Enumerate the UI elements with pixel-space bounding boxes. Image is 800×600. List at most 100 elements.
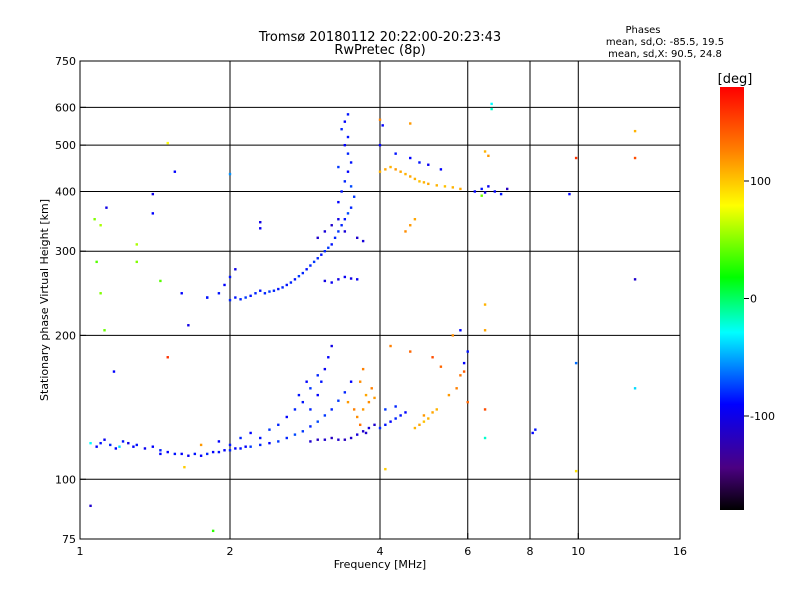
data-point: [418, 161, 421, 164]
data-point: [132, 445, 135, 448]
data-point: [281, 286, 284, 289]
data-point: [483, 329, 487, 332]
data-point: [427, 182, 430, 186]
data-point: [447, 393, 451, 397]
data-point: [301, 400, 305, 404]
data-point: [330, 344, 333, 348]
data-point: [364, 393, 368, 397]
data-point: [228, 172, 232, 176]
y-tick-label: 200: [55, 329, 76, 342]
data-point: [352, 195, 356, 198]
data-point: [277, 287, 280, 291]
data-point: [151, 212, 155, 215]
data-point: [413, 426, 417, 430]
data-point: [234, 296, 237, 299]
data-point: [323, 230, 327, 233]
data-point: [435, 408, 438, 411]
data-point: [249, 294, 252, 298]
data-point: [487, 154, 490, 158]
data-point: [633, 129, 637, 133]
legend-title: Phases: [625, 25, 660, 36]
data-point: [378, 426, 382, 430]
data-point: [337, 278, 340, 281]
data-point: [346, 400, 350, 404]
data-point: [228, 443, 232, 447]
data-point: [199, 454, 203, 457]
data-point: [487, 185, 490, 188]
data-point: [239, 436, 242, 440]
data-point: [95, 445, 98, 448]
data-point: [574, 156, 578, 160]
data-point: [99, 224, 102, 227]
data-point: [399, 170, 402, 173]
data-point: [413, 177, 417, 181]
data-point: [361, 430, 365, 433]
data-point: [343, 438, 347, 441]
data-point: [418, 180, 421, 183]
colorbar-tick-label: 0: [750, 293, 757, 306]
data-point: [289, 281, 293, 284]
data-point: [166, 356, 169, 359]
data-point: [118, 445, 121, 448]
x-tick-label: 10: [571, 545, 585, 558]
data-point: [309, 387, 312, 390]
data-point: [330, 436, 333, 440]
data-point: [173, 452, 177, 456]
x-axis-label: Frequency [MHz]: [334, 558, 426, 571]
data-point: [404, 230, 407, 233]
data-point: [223, 283, 226, 287]
axes: 1 2 4 6 8 10 16 75 100 200 300 400 500 600 750: [55, 55, 687, 558]
data-point: [466, 350, 469, 353]
data-point: [323, 367, 327, 371]
data-point: [309, 440, 312, 443]
data-point: [330, 224, 333, 227]
data-point: [349, 185, 353, 188]
data-point: [293, 408, 297, 411]
data-point: [312, 260, 316, 264]
data-point: [323, 250, 327, 253]
data-point: [389, 344, 392, 348]
data-point: [109, 443, 112, 447]
y-tick-label: 600: [55, 101, 76, 114]
data-point: [205, 452, 209, 456]
data-point: [459, 374, 462, 377]
data-point: [180, 292, 183, 295]
data-point: [263, 292, 267, 295]
data-point: [418, 423, 421, 427]
data-point: [343, 391, 347, 394]
data-point: [309, 408, 312, 411]
data-point: [337, 399, 340, 402]
data-point: [349, 380, 353, 383]
data-point: [384, 423, 387, 427]
data-point: [337, 438, 340, 441]
data-point: [431, 356, 434, 359]
data-point: [305, 268, 308, 271]
data-point: [422, 181, 426, 184]
data-point: [483, 150, 487, 153]
y-axis-label: Stationary phase Virtual Height [km]: [38, 199, 51, 401]
data-point: [327, 246, 330, 249]
data-point: [340, 190, 343, 193]
data-point: [105, 206, 108, 209]
data-point: [349, 161, 353, 164]
data-point: [346, 113, 350, 116]
data-point: [180, 452, 183, 456]
data-point: [355, 236, 359, 240]
data-point: [633, 387, 637, 390]
data-point: [103, 438, 106, 441]
data-point: [135, 443, 138, 447]
data-point: [99, 441, 102, 445]
data-point: [370, 387, 373, 390]
data-point: [89, 504, 92, 508]
chart-subtitle: RwPretec (8p): [334, 43, 425, 58]
x-tick-label: 6: [464, 545, 471, 558]
data-point: [166, 450, 169, 454]
data-point: [316, 393, 319, 397]
colorbar-label: [deg]: [718, 72, 753, 87]
x-tick-label: 1: [77, 545, 84, 558]
data-point: [316, 257, 319, 260]
y-tick-label: 300: [55, 245, 76, 258]
data-point: [159, 279, 162, 283]
data-point: [480, 194, 483, 197]
